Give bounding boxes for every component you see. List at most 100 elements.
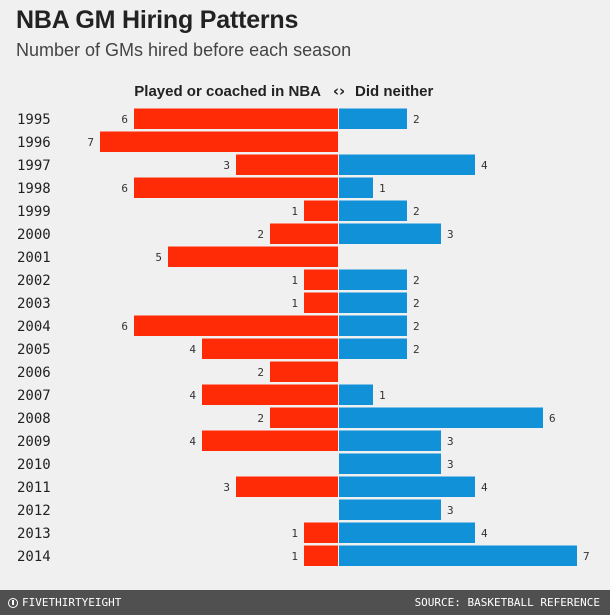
value-label-played-or-coached: 4 [189, 435, 196, 448]
value-label-played-or-coached: 2 [257, 228, 264, 241]
bar-played-or-coached [304, 292, 338, 313]
bar-did-neither [339, 430, 441, 451]
year-label: 2013 [17, 526, 51, 542]
diverging-bar-chart: Played or coached in NBA ‹› Did neither … [17, 82, 590, 566]
value-label-played-or-coached: 1 [291, 527, 298, 540]
bar-played-or-coached [134, 315, 338, 336]
fivethirtyeight-logo-icon [8, 597, 18, 608]
value-label-played-or-coached: 6 [121, 320, 128, 333]
year-label: 1999 [17, 204, 51, 220]
bar-did-neither [339, 200, 407, 221]
year-label: 2008 [17, 411, 51, 427]
year-label: 1995 [17, 112, 51, 128]
year-label: 2001 [17, 250, 51, 266]
value-label-did-neither: 2 [413, 343, 420, 356]
value-label-played-or-coached: 2 [257, 412, 264, 425]
value-label-did-neither: 2 [413, 205, 420, 218]
bar-played-or-coached [134, 108, 338, 129]
value-label-played-or-coached: 7 [87, 136, 94, 149]
bar-did-neither [339, 269, 407, 290]
bar-played-or-coached [202, 384, 338, 405]
year-label: 2010 [17, 457, 51, 473]
bar-played-or-coached [202, 338, 338, 359]
bar-did-neither [339, 315, 407, 336]
value-label-played-or-coached: 6 [121, 113, 128, 126]
bar-did-neither [339, 177, 373, 198]
value-label-did-neither: 3 [447, 504, 454, 517]
bar-played-or-coached [270, 407, 338, 428]
year-label: 2000 [17, 227, 51, 243]
value-label-played-or-coached: 4 [189, 389, 196, 402]
value-label-played-or-coached: 1 [291, 205, 298, 218]
year-label: 2006 [17, 365, 51, 381]
year-label: 1997 [17, 158, 51, 174]
value-label-played-or-coached: 3 [223, 481, 230, 494]
bar-played-or-coached [304, 522, 338, 543]
bar-did-neither [339, 499, 441, 520]
bar-did-neither [339, 545, 577, 566]
year-label: 2012 [17, 503, 51, 519]
bar-did-neither [339, 522, 475, 543]
value-label-did-neither: 7 [583, 550, 590, 563]
chart-title: NBA GM Hiring Patterns [16, 6, 299, 34]
bar-did-neither [339, 476, 475, 497]
bar-played-or-coached [236, 476, 338, 497]
bar-did-neither [339, 292, 407, 313]
bar-did-neither [339, 338, 407, 359]
bar-did-neither [339, 223, 441, 244]
bar-did-neither [339, 154, 475, 175]
legend-played-or-coached: Played or coached in NBA [134, 83, 321, 100]
year-label: 2002 [17, 273, 51, 289]
value-label-played-or-coached: 5 [155, 251, 162, 264]
value-label-did-neither: 1 [379, 389, 386, 402]
value-label-did-neither: 2 [413, 274, 420, 287]
year-label: 2009 [17, 434, 51, 450]
footer-source: SOURCE: BASKETBALL REFERENCE [414, 596, 600, 609]
bar-played-or-coached [100, 131, 338, 152]
value-label-did-neither: 3 [447, 435, 454, 448]
value-label-did-neither: 4 [481, 481, 488, 494]
bar-did-neither [339, 453, 441, 474]
value-label-did-neither: 2 [413, 297, 420, 310]
footer-brand: FIVETHIRTYEIGHT [8, 596, 121, 609]
bar-played-or-coached [304, 200, 338, 221]
value-label-played-or-coached: 1 [291, 274, 298, 287]
value-label-played-or-coached: 1 [291, 550, 298, 563]
bar-did-neither [339, 384, 373, 405]
value-label-played-or-coached: 6 [121, 182, 128, 195]
value-label-did-neither: 4 [481, 159, 488, 172]
year-label: 2014 [17, 549, 51, 565]
year-label: 1998 [17, 181, 51, 197]
bar-played-or-coached [270, 361, 338, 382]
value-label-played-or-coached: 1 [291, 297, 298, 310]
value-label-did-neither: 3 [447, 228, 454, 241]
bar-played-or-coached [304, 269, 338, 290]
footer-bar: FIVETHIRTYEIGHT SOURCE: BASKETBALL REFER… [0, 590, 610, 615]
bar-played-or-coached [236, 154, 338, 175]
bar-did-neither [339, 407, 543, 428]
year-label: 1996 [17, 135, 51, 151]
year-label: 2007 [17, 388, 51, 404]
legend-arrows-icon: ‹› [333, 82, 345, 100]
value-label-did-neither: 3 [447, 458, 454, 471]
bar-played-or-coached [134, 177, 338, 198]
value-label-played-or-coached: 3 [223, 159, 230, 172]
bar-did-neither [339, 108, 407, 129]
value-label-did-neither: 6 [549, 412, 556, 425]
year-label: 2011 [17, 480, 51, 496]
brand-name: FIVETHIRTYEIGHT [22, 596, 122, 609]
value-label-played-or-coached: 2 [257, 366, 264, 379]
legend-did-neither: Did neither [355, 83, 434, 100]
bar-played-or-coached [168, 246, 338, 267]
bar-played-or-coached [270, 223, 338, 244]
year-label: 2003 [17, 296, 51, 312]
bar-played-or-coached [202, 430, 338, 451]
year-label: 2004 [17, 319, 51, 335]
value-label-did-neither: 2 [413, 113, 420, 126]
chart-subtitle: Number of GMs hired before each season [16, 40, 352, 60]
value-label-played-or-coached: 4 [189, 343, 196, 356]
bar-played-or-coached [304, 545, 338, 566]
value-label-did-neither: 2 [413, 320, 420, 333]
value-label-did-neither: 4 [481, 527, 488, 540]
year-label: 2005 [17, 342, 51, 358]
